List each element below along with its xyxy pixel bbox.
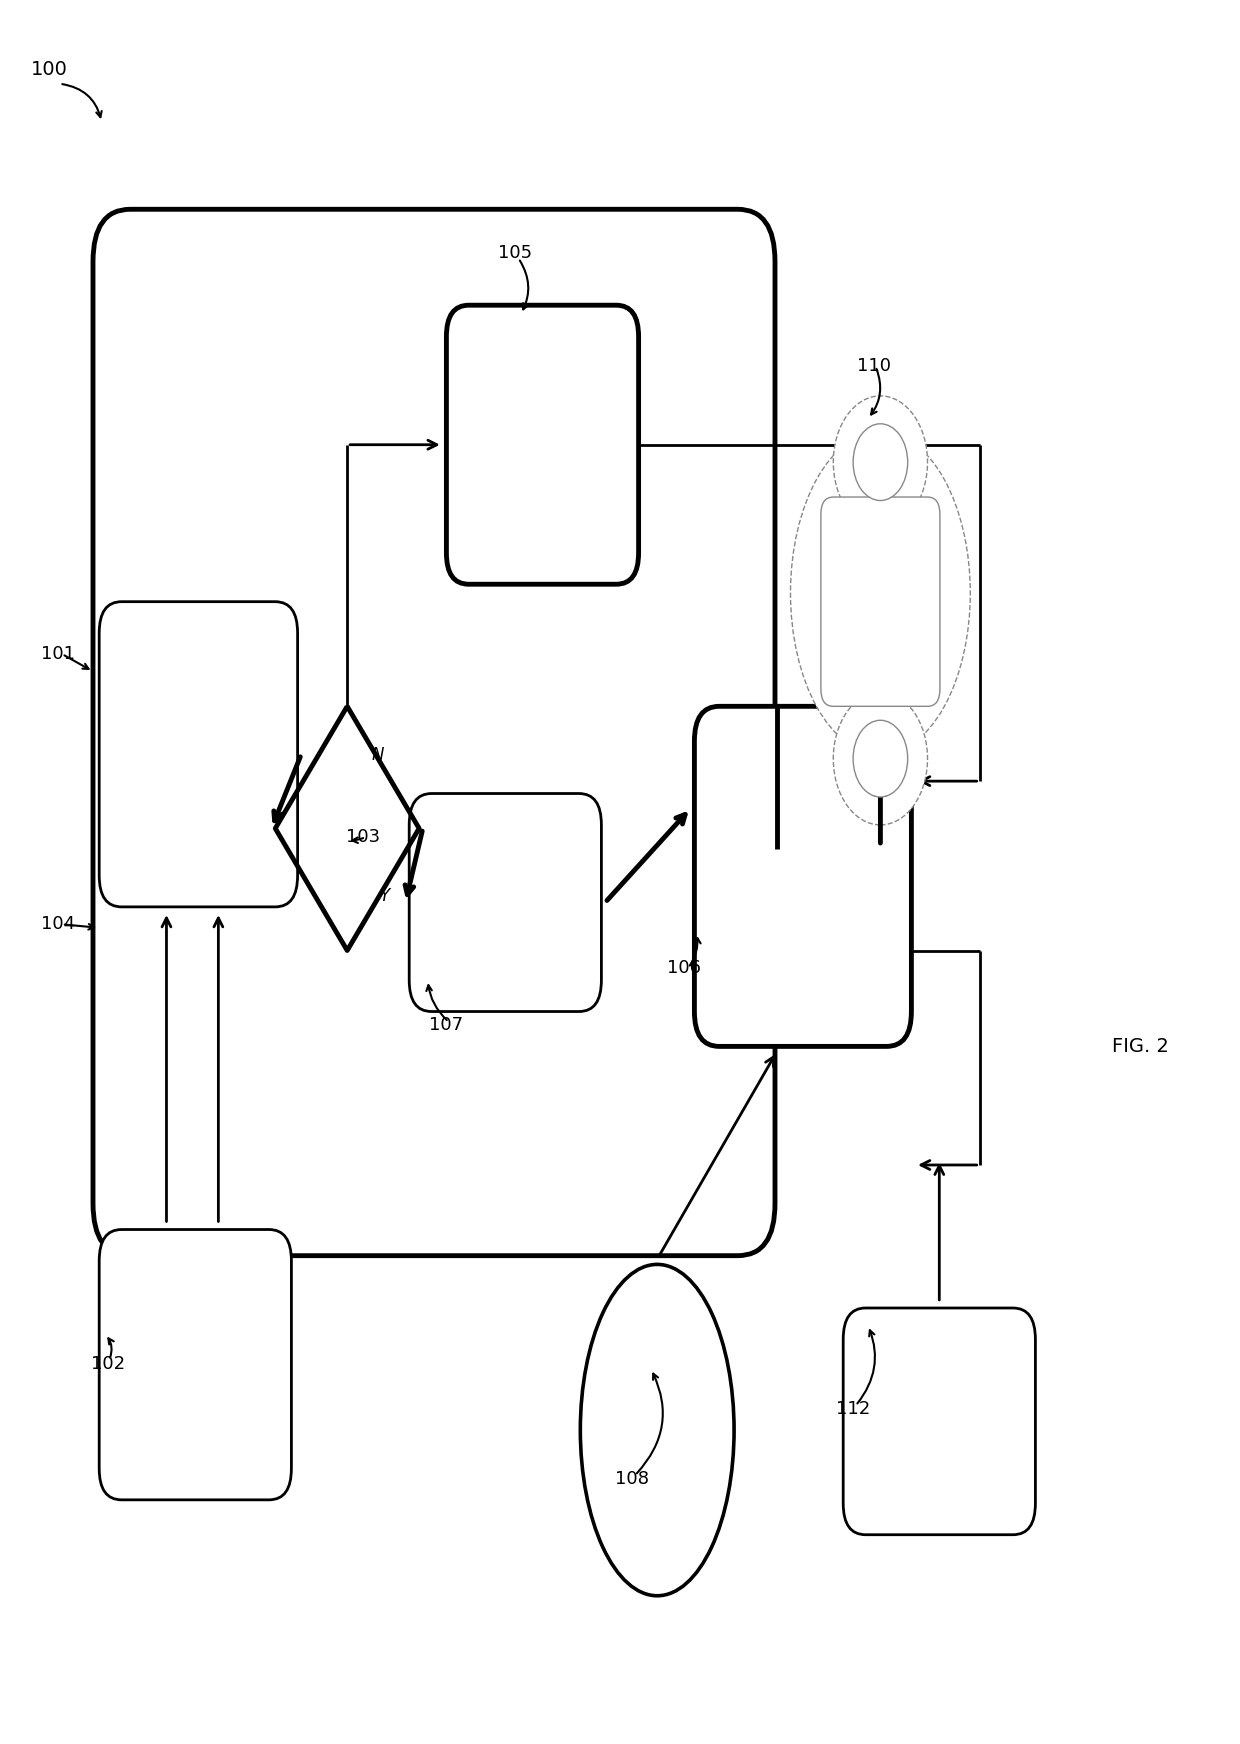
Text: Y: Y <box>379 886 389 905</box>
FancyBboxPatch shape <box>99 602 298 907</box>
Text: 112: 112 <box>836 1400 870 1418</box>
Circle shape <box>853 720 908 797</box>
Text: 102: 102 <box>91 1355 125 1373</box>
Text: FIG. 2: FIG. 2 <box>1112 1038 1169 1055</box>
Text: 106: 106 <box>667 959 702 977</box>
Text: 101: 101 <box>41 645 76 663</box>
Text: 107: 107 <box>429 1017 464 1034</box>
Text: 103: 103 <box>346 828 381 846</box>
Ellipse shape <box>791 433 970 753</box>
Text: N: N <box>372 746 384 764</box>
Text: 108: 108 <box>615 1470 650 1488</box>
FancyBboxPatch shape <box>93 209 775 1256</box>
Text: 104: 104 <box>41 916 76 933</box>
Circle shape <box>833 692 928 825</box>
FancyBboxPatch shape <box>99 1230 291 1500</box>
FancyBboxPatch shape <box>446 305 639 584</box>
FancyBboxPatch shape <box>843 1308 1035 1535</box>
FancyBboxPatch shape <box>409 794 601 1012</box>
Text: 110: 110 <box>857 358 892 375</box>
Ellipse shape <box>580 1264 734 1596</box>
Text: 105: 105 <box>497 244 532 262</box>
FancyBboxPatch shape <box>821 497 940 706</box>
FancyBboxPatch shape <box>694 706 911 1046</box>
Circle shape <box>853 424 908 501</box>
Circle shape <box>833 396 928 528</box>
Text: 100: 100 <box>31 61 68 78</box>
